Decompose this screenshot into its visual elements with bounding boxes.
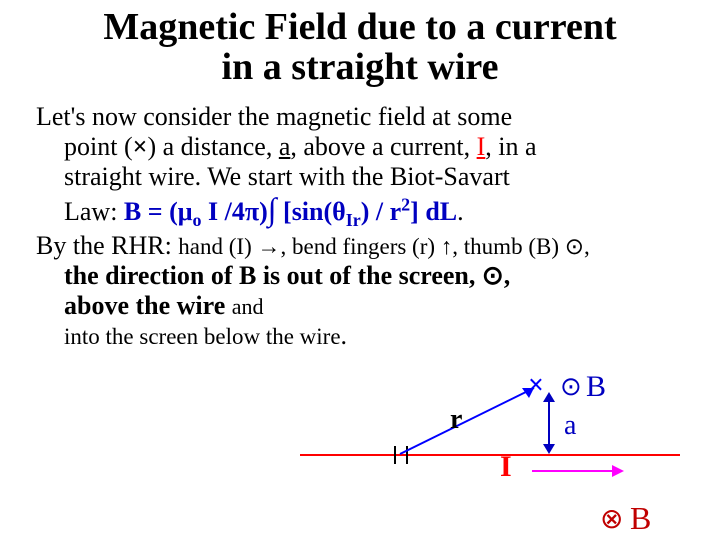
text: , above a current,	[290, 132, 476, 161]
diagram: r × ⊙ B a I ⊗ B	[300, 378, 700, 548]
title-line-2: in a straight wire	[0, 48, 720, 88]
point-x-icon: ×	[528, 370, 544, 402]
p-line-3: straight wire. We start with the Biot-Sa…	[64, 162, 684, 192]
sup-2: 2	[401, 195, 410, 215]
text: above the wire	[64, 291, 232, 320]
pi: π	[245, 197, 259, 226]
p-line-6: the direction of B is out of the screen,…	[64, 261, 684, 291]
text: point (	[64, 132, 133, 161]
formula: B = (μo I /4π)∫ [sin(θIr) / r2] dL	[124, 197, 457, 226]
r-label: r	[450, 404, 462, 436]
text: ,	[504, 261, 511, 290]
title-line-1: Magnetic Field due to a current	[0, 8, 720, 48]
p-line-8: into the screen below the wire.	[64, 321, 684, 351]
var-I: I	[477, 132, 486, 161]
text: .	[457, 197, 464, 226]
rhr-text: hand (I) →, bend fingers (r) ↑, thumb (B…	[178, 234, 564, 259]
text: I /4	[202, 197, 245, 226]
p-line-4: Law: B = (μo I /4π)∫ [sin(θIr) / r2] dL.	[64, 191, 684, 231]
current-arrow-head	[612, 465, 624, 477]
integral: ∫	[268, 191, 277, 227]
text: ,	[584, 234, 590, 259]
theta: θ	[332, 197, 346, 226]
sub-o: o	[193, 211, 202, 231]
mu: μ	[178, 197, 193, 226]
text: Let's now consider the magnetic field at…	[36, 102, 512, 131]
text: ) a distance,	[147, 132, 278, 161]
text: .	[341, 321, 348, 350]
text: straight wire. We start with the Biot-Sa…	[64, 162, 510, 191]
text: B = (	[124, 197, 178, 226]
a-arrow-down	[543, 444, 555, 454]
text: ) / r	[361, 197, 401, 226]
text: By the RHR:	[36, 231, 178, 260]
text: Law:	[64, 197, 124, 226]
b-label-top: B	[586, 370, 606, 404]
p-line-1: Let's now consider the magnetic field at…	[36, 102, 684, 132]
dot-circle-inline: ⊙	[565, 234, 584, 259]
a-arrow-shaft	[548, 396, 550, 448]
b-in-icon: ⊗	[600, 502, 623, 536]
text: into the screen below the wire	[64, 324, 341, 349]
a-label: a	[564, 410, 576, 442]
p-line-7: above the wire and	[64, 291, 684, 321]
a-arrow-up	[543, 392, 555, 402]
and-small: and	[232, 294, 264, 319]
x-mark: ×	[133, 132, 148, 161]
b-label-bottom: B	[630, 500, 651, 537]
text: the direction of B is out of the screen,	[64, 261, 482, 290]
text: )	[259, 197, 268, 226]
sub-ir: Ir	[346, 211, 361, 231]
text: , in a	[485, 132, 536, 161]
p-line-2: point (×) a distance, a, above a current…	[64, 132, 684, 162]
slide-title: Magnetic Field due to a current in a str…	[0, 8, 720, 88]
var-a: a	[279, 132, 291, 161]
p-line-5: By the RHR: hand (I) →, bend fingers (r)…	[36, 231, 684, 261]
i-label: I	[500, 450, 512, 484]
body-paragraph: Let's now consider the magnetic field at…	[36, 102, 684, 351]
current-arrow-shaft	[532, 470, 614, 472]
b-out-icon: ⊙	[560, 372, 582, 402]
text: [sin(	[277, 197, 333, 226]
dot-circle-inline-2: ⊙	[482, 261, 504, 290]
text: ] dL	[410, 197, 457, 226]
